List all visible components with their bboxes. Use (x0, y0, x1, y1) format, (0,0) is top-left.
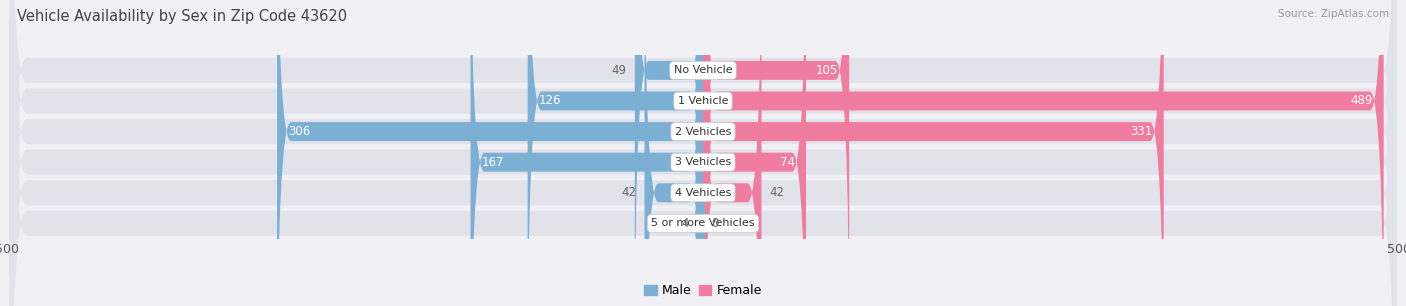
FancyBboxPatch shape (10, 0, 1396, 306)
Text: Source: ZipAtlas.com: Source: ZipAtlas.com (1278, 9, 1389, 19)
Text: 0: 0 (711, 217, 718, 230)
Text: 489: 489 (1350, 95, 1372, 107)
Text: 167: 167 (482, 156, 505, 169)
FancyBboxPatch shape (689, 0, 711, 306)
FancyBboxPatch shape (10, 0, 1396, 306)
FancyBboxPatch shape (471, 0, 703, 306)
Text: 105: 105 (815, 64, 838, 77)
Text: 49: 49 (612, 64, 627, 77)
FancyBboxPatch shape (703, 0, 1384, 306)
FancyBboxPatch shape (703, 0, 1164, 306)
Text: 331: 331 (1130, 125, 1153, 138)
Legend: Male, Female: Male, Female (640, 279, 766, 302)
Text: No Vehicle: No Vehicle (673, 65, 733, 75)
Text: 42: 42 (621, 186, 636, 199)
FancyBboxPatch shape (10, 0, 1396, 306)
FancyBboxPatch shape (644, 0, 703, 306)
Text: 74: 74 (780, 156, 794, 169)
FancyBboxPatch shape (10, 0, 1396, 306)
Text: 306: 306 (288, 125, 311, 138)
Text: 5 or more Vehicles: 5 or more Vehicles (651, 218, 755, 228)
FancyBboxPatch shape (10, 0, 1396, 306)
Text: 3 Vehicles: 3 Vehicles (675, 157, 731, 167)
Text: 4 Vehicles: 4 Vehicles (675, 188, 731, 198)
Text: Vehicle Availability by Sex in Zip Code 43620: Vehicle Availability by Sex in Zip Code … (17, 9, 347, 24)
Text: 4: 4 (682, 217, 689, 230)
FancyBboxPatch shape (277, 0, 703, 306)
Text: 2 Vehicles: 2 Vehicles (675, 127, 731, 136)
FancyBboxPatch shape (703, 0, 849, 306)
FancyBboxPatch shape (527, 0, 703, 306)
FancyBboxPatch shape (10, 0, 1396, 306)
Text: 1 Vehicle: 1 Vehicle (678, 96, 728, 106)
Text: 42: 42 (770, 186, 785, 199)
FancyBboxPatch shape (634, 0, 703, 306)
FancyBboxPatch shape (703, 0, 806, 306)
Text: 126: 126 (538, 95, 561, 107)
FancyBboxPatch shape (703, 0, 762, 306)
